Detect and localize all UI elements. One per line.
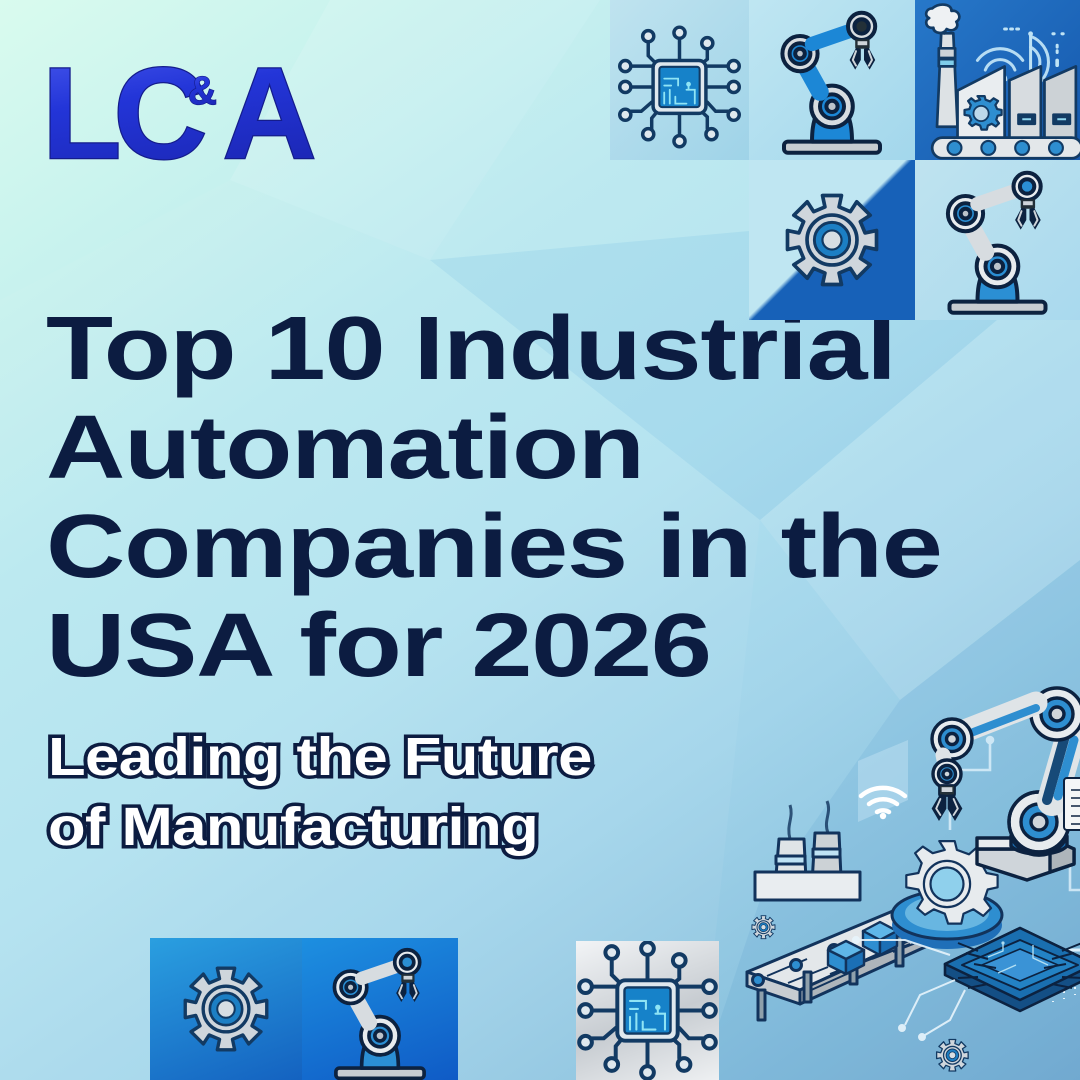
- svg-text:&: &: [188, 69, 217, 113]
- svg-text:LC A: LC A: [42, 40, 314, 186]
